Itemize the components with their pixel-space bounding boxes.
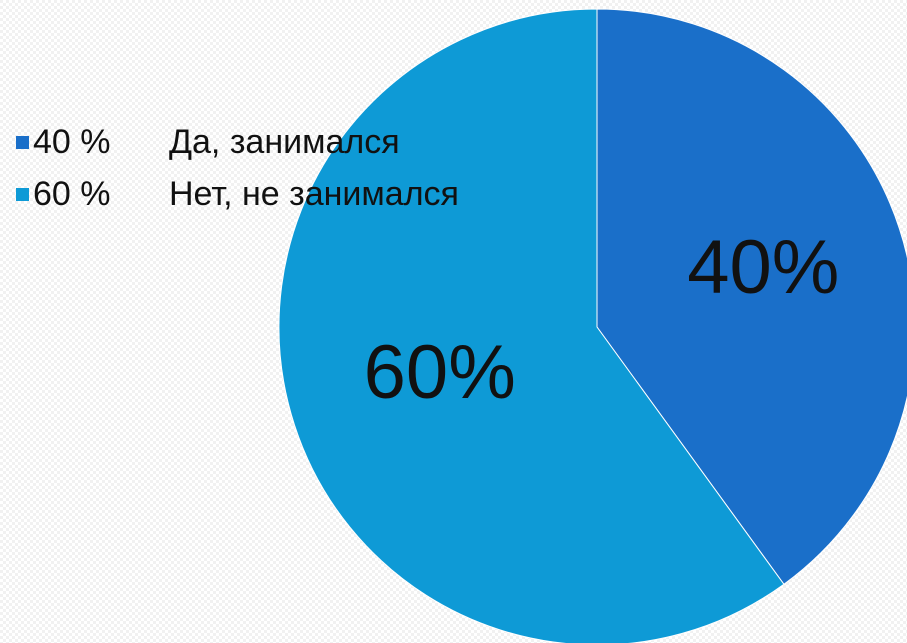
chart-legend: 40 % Да, занимался 60 % Нет, не занималс… bbox=[16, 116, 459, 220]
legend-label-no: Нет, не занимался bbox=[169, 175, 459, 213]
pie-slice-yes bbox=[596, 8, 907, 585]
legend-value-yes: 40 % bbox=[33, 123, 111, 161]
legend-swatch-yes bbox=[16, 135, 29, 149]
slice-label-no: 60% bbox=[364, 330, 516, 415]
legend-item-yes: 40 % Да, занимался bbox=[16, 116, 459, 168]
legend-swatch-no bbox=[16, 187, 29, 201]
slice-label-yes: 40% bbox=[687, 225, 839, 310]
legend-label-yes: Да, занимался bbox=[169, 123, 400, 161]
legend-value-no: 60 % bbox=[33, 175, 111, 213]
legend-item-no: 60 % Нет, не занимался bbox=[16, 168, 459, 220]
pie-slice-no bbox=[278, 8, 785, 643]
